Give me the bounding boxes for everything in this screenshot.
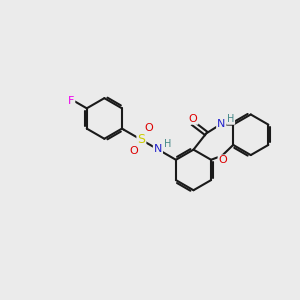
Text: O: O [218,155,227,165]
Text: O: O [189,114,198,124]
Text: O: O [129,146,138,156]
Text: O: O [145,124,153,134]
Text: H: H [164,139,171,149]
Text: S: S [137,134,146,146]
Text: N: N [217,119,225,129]
Text: H: H [227,114,234,124]
Text: N: N [154,144,162,154]
Text: F: F [68,96,74,106]
